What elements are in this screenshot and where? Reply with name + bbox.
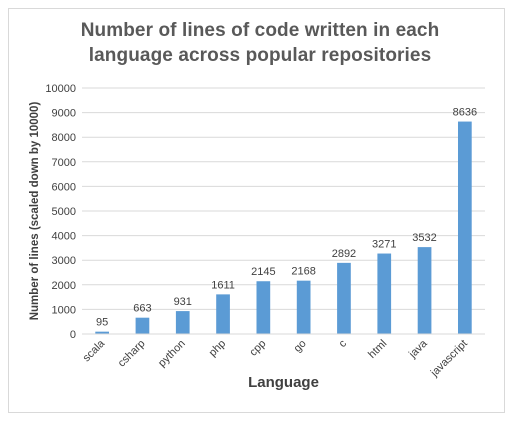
x-category-label: python xyxy=(156,338,188,370)
bar-cpp xyxy=(256,281,271,334)
data-label-csharp: 663 xyxy=(133,303,151,315)
y-axis-title: Number of lines (scaled down by 10000) xyxy=(29,102,41,321)
x-category-label: go xyxy=(292,338,309,355)
y-tick-label: 9000 xyxy=(52,108,76,120)
x-category-label: html xyxy=(366,338,389,361)
data-label-java: 3532 xyxy=(412,232,436,244)
y-tick-label: 3000 xyxy=(52,255,76,267)
y-tick-label: 5000 xyxy=(52,206,76,218)
x-category-label: javascript xyxy=(428,338,470,380)
data-label-go: 2168 xyxy=(291,266,315,278)
data-label-cpp: 2145 xyxy=(251,266,275,278)
x-category-label: c xyxy=(337,337,350,350)
bar-javascript xyxy=(457,121,472,334)
bars xyxy=(95,121,472,334)
data-label-javascript: 8636 xyxy=(453,107,477,119)
y-tick-label: 1000 xyxy=(52,304,76,316)
x-category-label: java xyxy=(406,337,430,361)
data-label-html: 3271 xyxy=(372,239,396,251)
y-tick-label: 4000 xyxy=(52,231,76,243)
x-category-label: cpp xyxy=(247,338,268,359)
x-category-label: php xyxy=(207,338,228,359)
data-label-php: 1611 xyxy=(211,279,235,291)
y-axis-ticks: 0 1000 2000 3000 4000 5000 6000 7000 8000 9000 100… xyxy=(45,83,76,341)
y-tick-label: 2000 xyxy=(52,280,76,292)
y-tick-label: 8000 xyxy=(52,132,76,144)
data-labels: 95 663 931 1611 2145 2168 2892 3271 3532 8636 xyxy=(96,107,477,329)
data-label-c: 2892 xyxy=(332,248,356,260)
y-tick-label: 6000 xyxy=(52,181,76,193)
y-tick-label: 10000 xyxy=(45,83,76,95)
x-category-label: scala xyxy=(81,337,108,364)
bar-csharp xyxy=(135,317,150,334)
y-tick-label: 7000 xyxy=(52,157,76,169)
bar-php xyxy=(216,294,230,334)
chart-title: Number of lines of code written in each … xyxy=(80,20,440,66)
bar-html xyxy=(377,253,392,334)
bar-c xyxy=(337,262,351,334)
data-label-python: 931 xyxy=(174,296,192,308)
y-tick-label: 0 xyxy=(70,329,76,341)
bar-go xyxy=(296,280,311,334)
gridlines xyxy=(82,87,485,310)
bar-python xyxy=(175,311,190,334)
data-label-scala: 95 xyxy=(96,317,108,329)
bar-java xyxy=(417,247,432,334)
bar-scala xyxy=(95,331,110,334)
x-axis-title: Language xyxy=(248,374,319,391)
x-category-label: csharp xyxy=(116,338,148,370)
